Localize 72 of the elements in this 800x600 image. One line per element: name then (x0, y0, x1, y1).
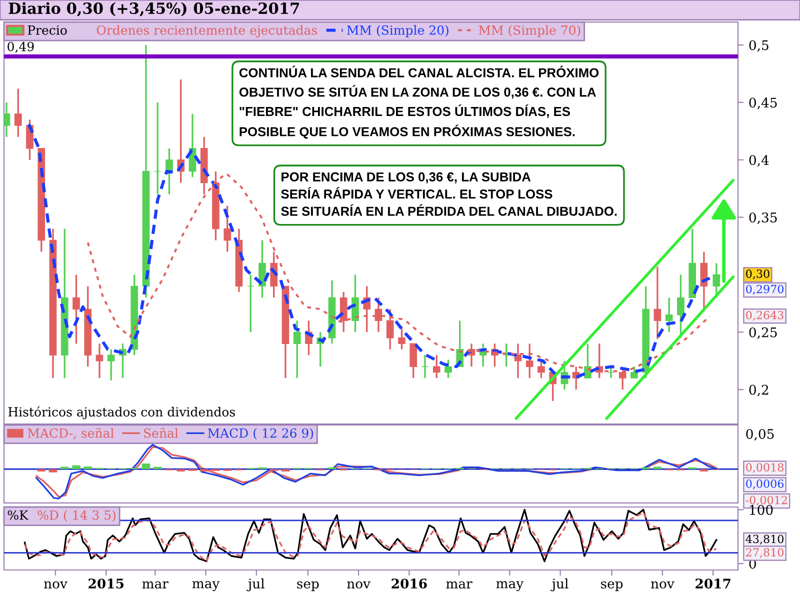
y-tick-label: 100 (750, 504, 773, 515)
candlestick (677, 274, 684, 339)
x-tick-label: nov (44, 581, 68, 589)
text: 0,0006 (746, 480, 784, 490)
x-tick-label: 2016 (392, 578, 427, 589)
candlestick (293, 320, 301, 379)
series-label: %D ( 14 3 5) (38, 510, 116, 522)
x-tick-label: sep (601, 581, 623, 592)
legend-label: MACD-, señal (28, 428, 114, 440)
series-label: %K (8, 510, 29, 520)
candlestick (166, 148, 173, 196)
text: 0,0018 (746, 463, 784, 473)
text: 0,05 (746, 428, 774, 441)
candlestick (630, 366, 638, 379)
candlestick (374, 296, 382, 333)
candlestick (154, 102, 162, 196)
legend-label: Precio (28, 25, 67, 35)
candlestick (107, 348, 115, 382)
ref-line-label: 0,49 (8, 42, 34, 53)
candlestick (410, 342, 418, 379)
candlestick (538, 360, 545, 379)
candlestick (654, 266, 662, 340)
x-tick-label: 2017 (696, 578, 730, 589)
candlestick (4, 102, 10, 138)
candlestick (340, 291, 348, 333)
x-tick-label: may (192, 581, 220, 592)
legend-label: MACD ( 12 26 9) (208, 428, 314, 440)
x-tick-label: may (496, 581, 524, 592)
candlestick (421, 354, 429, 379)
text: 27,810 (746, 548, 784, 558)
candlestick (224, 204, 232, 253)
annotation: Ordenes recientemente ejecutadas (96, 25, 317, 38)
text: 43,810 (746, 534, 784, 545)
candlestick (665, 296, 673, 333)
candlestick (386, 308, 394, 350)
candlestick (398, 326, 406, 350)
x-tick-label: mar (446, 581, 472, 589)
y-tick-label: 0,45 (749, 98, 777, 110)
annotation: Históricos ajustados con dividendos (8, 406, 235, 420)
candlestick (96, 342, 104, 379)
candlestick (246, 274, 254, 333)
x-tick-label: jul (550, 578, 568, 592)
text: 0,30 (746, 270, 770, 280)
y-tick-label: 0,2 (749, 384, 768, 396)
legend-label: MM (Simple 70) (478, 25, 580, 38)
candlestick (584, 342, 592, 379)
text: -0,0012 (746, 496, 787, 506)
y-tick-label: 0,5 (749, 40, 768, 52)
candlestick (432, 354, 440, 379)
y-tick-label: 0,25 (749, 327, 777, 339)
y-tick-label: 0,35 (749, 212, 777, 224)
legend-label: MM (Simple 20) (347, 25, 448, 38)
candlestick (607, 366, 615, 379)
candlestick (444, 358, 452, 379)
text: 0,2970 (746, 284, 784, 295)
x-tick-label: nov (347, 581, 370, 589)
x-tick-label: mar (142, 581, 168, 589)
y-tick-label: 0,4 (749, 155, 769, 167)
candlestick (72, 274, 80, 344)
text: 0,2643 (746, 310, 784, 321)
x-tick-label: 2015 (88, 578, 124, 589)
candlestick (352, 274, 359, 333)
candlestick (502, 342, 510, 368)
x-tick-label: jul (246, 578, 264, 592)
x-tick-label: nov (650, 581, 674, 589)
line-series (27, 122, 712, 378)
legend-label: Señal (144, 428, 178, 438)
candlestick (14, 88, 22, 138)
x-tick-label: sep (297, 581, 319, 592)
annotation: POR ENCIMA DE LOS 0,36 €, LA SUBIDA SERÍA RÁPIDA Y VERTICAL. EL STOP LOSS SE SITUARÍA EN LA PÉRDIDA DEL CANAL DIBUJADO. (281, 172, 617, 216)
annotation: CONTINÚA LA SENDA DEL CANAL ALCISTA. EL PRÓXIMO OBJETIVO SE SITÚA EN LA ZONA DE LOS 0,36 €. CON LA "FIEBRE" CHICHARRIL DE ESTOS ÚLTIMOS DÍAS, ES POSIBLE QUE LO VEAMOS EN PRÓXIMAS SESIONES. (239, 66, 599, 139)
chart-title: Diario 0,30 (+3,45%) 05-ene-2017 (8, 2, 299, 16)
